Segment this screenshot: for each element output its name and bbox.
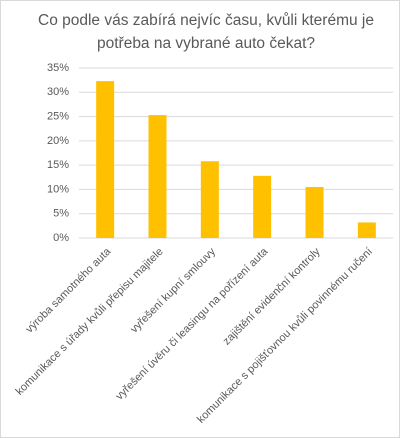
bar <box>253 175 272 238</box>
chart-title: Co podle vás zabírá nejvíc času, kvůli k… <box>38 12 374 52</box>
y-tick-label: 10% <box>47 183 69 195</box>
y-tick-label: 20% <box>47 135 69 147</box>
x-tick-label: zajištění evidenční kontroly <box>221 245 323 347</box>
x-tick-label: vyřešení kupní smlouvy <box>128 245 218 335</box>
bar <box>96 81 115 238</box>
y-tick-label: 0% <box>53 232 69 244</box>
y-tick-label: 35% <box>47 62 69 74</box>
x-tick-label: výroba samotného auta <box>24 245 114 335</box>
bar <box>305 187 324 238</box>
bar <box>200 161 219 238</box>
y-tick-label: 25% <box>47 110 69 122</box>
bar <box>357 222 376 238</box>
bar <box>148 115 167 238</box>
y-tick-label: 15% <box>47 159 69 171</box>
x-tick-label: komunikace s pojišťovnou kvůli povinnému… <box>195 246 375 426</box>
y-tick-label: 30% <box>47 86 69 98</box>
y-tick-label: 5% <box>53 208 69 220</box>
